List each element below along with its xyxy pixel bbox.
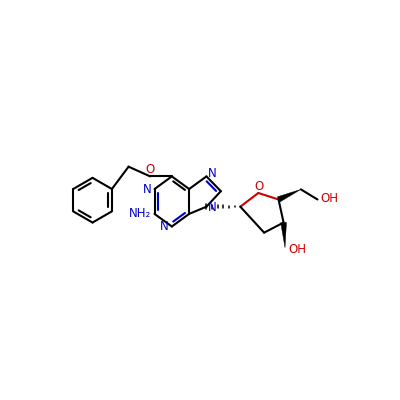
Text: OH: OH bbox=[288, 244, 306, 256]
Text: N: N bbox=[143, 182, 152, 196]
Text: O: O bbox=[254, 180, 264, 193]
Polygon shape bbox=[281, 222, 286, 248]
Text: NH₂: NH₂ bbox=[129, 207, 151, 220]
Text: N: N bbox=[208, 167, 217, 180]
Text: OH: OH bbox=[320, 192, 338, 205]
Text: O: O bbox=[146, 164, 155, 176]
Polygon shape bbox=[277, 189, 301, 202]
Text: N: N bbox=[160, 220, 169, 233]
Text: N: N bbox=[208, 201, 217, 214]
